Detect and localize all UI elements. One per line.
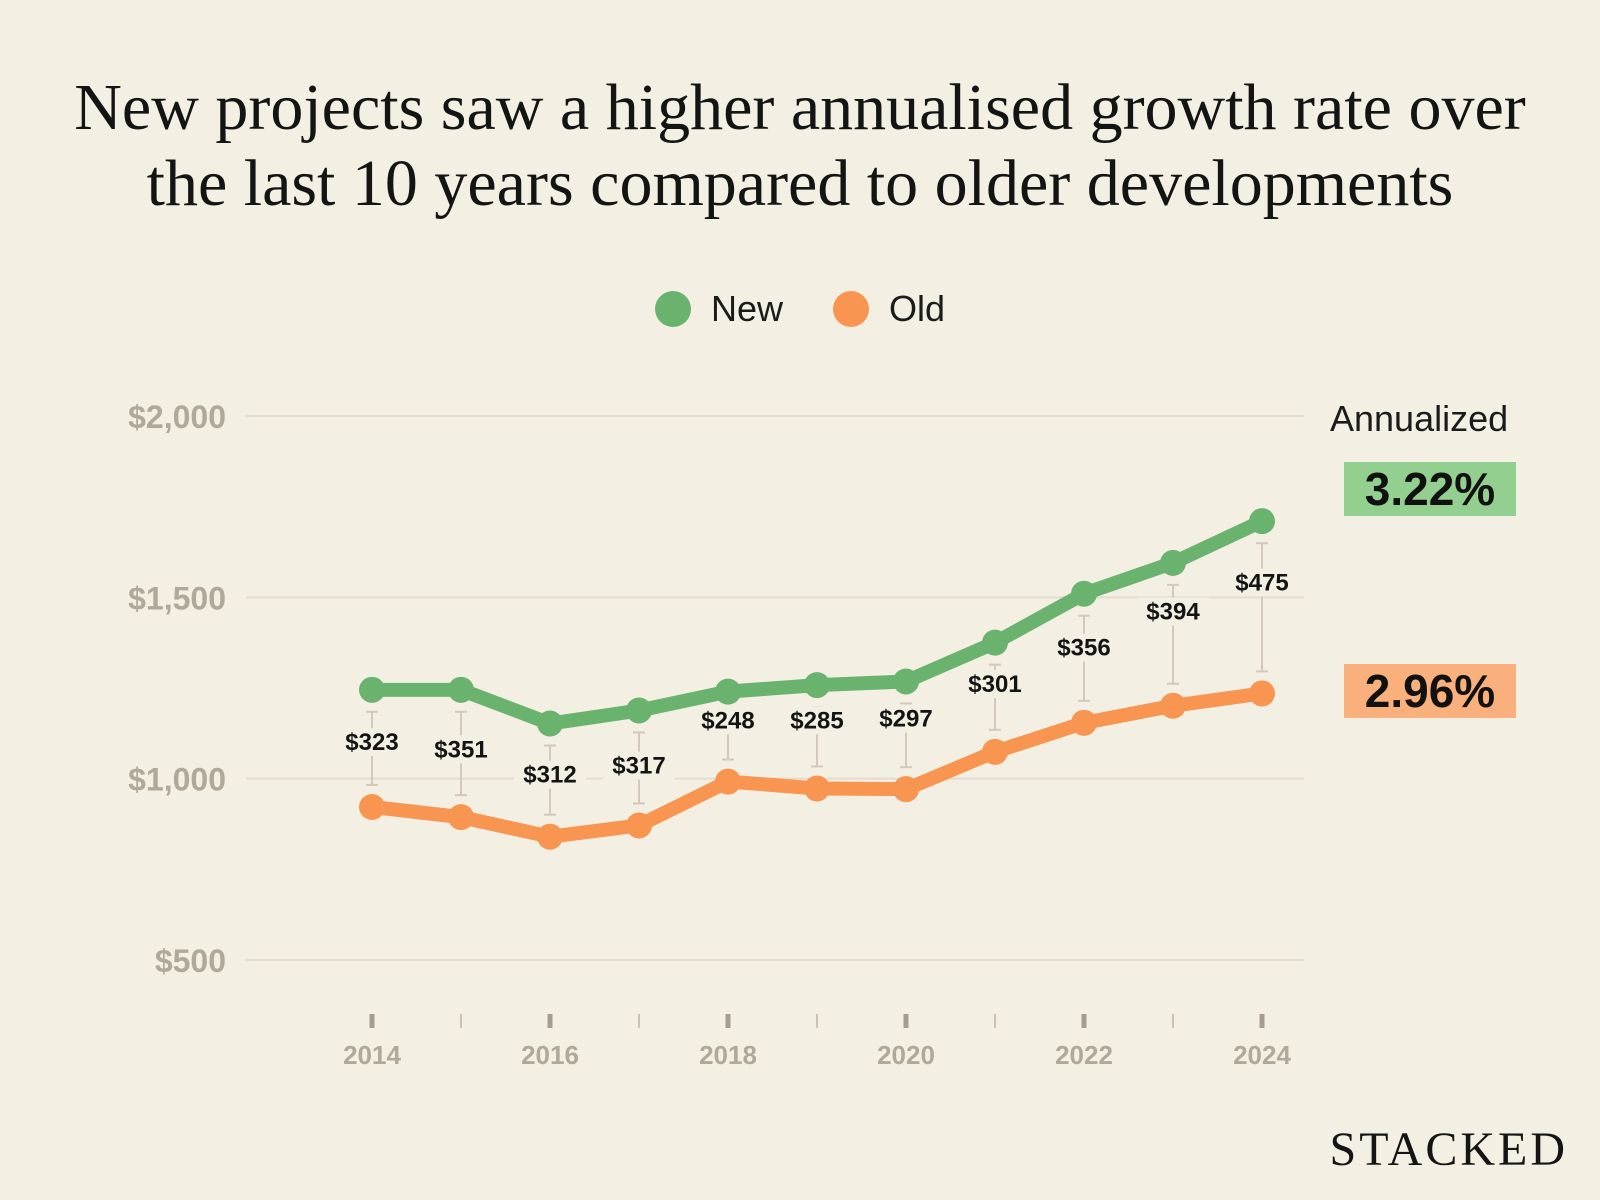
data-point-new [982,629,1008,656]
brand-logo-text: STACKED [1329,1123,1568,1176]
annualized-new-badge: 3.22% [1344,462,1516,516]
gap-label: $297 [879,705,932,732]
gap-label: $394 [1146,598,1200,625]
gap-label-bg [425,735,497,764]
data-point-old [626,812,652,839]
x-tick-label: 2022 [1055,1040,1113,1070]
gap-label: $312 [523,762,576,789]
data-point-old [1160,692,1186,719]
data-point-new [1071,580,1097,607]
y-tick-label: $1,000 [128,762,226,798]
data-point-new [537,710,563,737]
data-point-new [359,676,385,703]
y-tick-label: $500 [155,943,226,979]
y-tick-label: $2,000 [128,399,226,435]
legend-label-old: Old [889,288,946,329]
data-point-old [537,823,563,850]
x-tick-label: 2014 [343,1040,401,1070]
data-point-old [982,738,1008,765]
data-point-old [715,768,741,795]
gap-label-bg [1048,633,1120,662]
annualized-old-badge: 2.96% [1344,664,1516,718]
data-point-new [893,668,919,695]
gap-label-bg [781,706,853,735]
gap-label-bg [336,728,408,757]
legend-item-new: New [654,288,783,330]
data-point-new [626,697,652,724]
gap-label: $248 [701,707,754,734]
data-point-new [1160,549,1186,576]
x-tick-label: 2020 [877,1040,935,1070]
x-tick-label: 2018 [699,1040,757,1070]
data-point-old [359,793,385,820]
x-tick-label: 2024 [1233,1040,1291,1070]
gap-label-bg [692,706,764,735]
gap-label-bg [870,704,942,733]
chart-title-line-2: the last 10 years compared to older deve… [146,147,1454,220]
data-point-new [715,678,741,705]
legend: New Old [0,288,1600,330]
gap-label-bg [1226,568,1298,597]
data-point-old [893,776,919,803]
gap-label: $356 [1057,635,1110,662]
legend-dot-old-icon [833,291,869,327]
gap-label: $351 [434,736,487,763]
data-point-new [804,672,830,699]
gap-label: $323 [345,729,398,756]
data-point-new [1249,508,1275,535]
gap-label-bg [1137,597,1209,626]
y-tick-label: $1,500 [128,580,226,616]
gap-label: $301 [968,671,1021,698]
gap-label: $285 [790,707,843,734]
gap-label-bg [603,751,675,780]
annualized-label: Annualized [1330,398,1509,439]
gap-label: $475 [1235,569,1288,596]
data-point-old [448,804,474,831]
data-point-old [804,775,830,802]
chart-title-line-1: New projects saw a higher annualised gro… [74,71,1526,144]
x-tick-label: 2016 [521,1040,579,1070]
legend-item-old: Old [833,288,945,330]
data-point-old [1249,680,1275,707]
data-point-old [1071,709,1097,736]
gap-label-bg [959,670,1031,698]
legend-dot-new-icon [654,291,691,327]
legend-label-new: New [710,288,783,329]
chart-title: New projects saw a higher annualised gro… [40,70,1560,222]
data-point-new [448,676,474,703]
gap-label-bg [514,760,586,789]
gap-label: $317 [612,753,665,780]
